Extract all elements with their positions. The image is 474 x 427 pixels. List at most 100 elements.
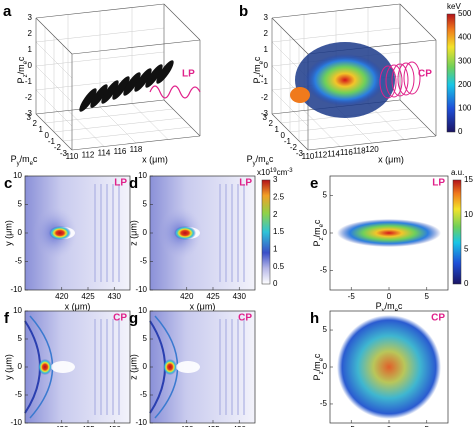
panel-letter: h [310,310,319,327]
box-edge [163,3,201,41]
panel-letter: c [4,175,12,192]
z-axis-label: Pz/mec [16,56,28,83]
y-tick-label: -5 [15,257,23,266]
colorbar-tick-label: 0 [464,279,469,288]
colorbar-title: keV [447,2,461,11]
z-tick-label: 3 [264,13,269,22]
x-axis-label-part: e [395,308,399,314]
panel-letter: g [129,310,138,327]
y-tick-label: -1 [284,137,292,146]
x-tick-label: 120 [365,145,379,154]
y-tick-label: 5 [323,190,328,199]
y-tick-label: 0 [323,362,328,371]
bunch-slice [112,76,130,100]
y-tick-label: -3 [60,149,68,158]
x-axis-label-part: c [398,301,403,311]
grid-line [35,41,73,79]
x-tick-label: -5 [348,425,356,427]
box-edge [271,3,401,19]
colorbar-tick-label: 2.5 [273,192,285,201]
x-tick-label: 430 [233,292,247,301]
y-tick-label: 1 [39,125,44,134]
y-tick-label: 5 [143,200,148,209]
panel-letter: a [3,3,12,20]
colorbar-tick-label: 1 [273,244,278,253]
panel-letter: e [310,175,318,192]
x-tick-label: 118 [353,147,366,156]
y-tick-label: -10 [135,285,147,294]
y-axis-label: Pz/mec [312,353,324,380]
tag: CP [113,313,127,324]
z-tick-label: -2 [261,93,269,102]
y-tick-label: 3 [27,113,32,122]
tag: LP [182,69,195,80]
tag: LP [114,178,127,189]
y-tick-label: 5 [143,334,148,343]
y-tick-label: 10 [138,306,147,315]
y-tick-label: -2 [54,143,62,152]
z-tick-label: 0 [264,61,269,70]
z-axis-label-part: e [23,60,29,64]
x-tick-label: 420 [55,292,69,301]
y-tick-label: -5 [320,266,328,275]
x-tick-label: 425 [81,292,95,301]
y-axis-label-part: P [11,154,17,164]
y-tick-label: 0 [143,362,148,371]
colorbar-tick-label: 1.5 [273,227,285,236]
grid-line [289,117,419,133]
tag: LP [432,178,445,189]
laser-helix [391,63,409,97]
y-tick-label: -10 [135,418,147,427]
box-edge [271,17,309,55]
x-tick-label: 430 [108,292,122,301]
colorbar-tick-label: 10 [464,210,473,219]
box-edge [35,113,73,151]
box-edge [71,39,201,55]
x-tick-label: 5 [425,292,430,301]
y-axis-label-part: e [319,357,325,361]
x-tick-label: 110 [302,152,315,161]
bunch-slice [156,60,174,84]
y-axis-label-part: P [247,154,253,164]
z-tick-label: -3 [261,109,269,118]
box-edge [35,99,165,115]
box-edge [35,17,73,55]
laser-pulse [149,85,201,99]
x-tick-label: 420 [55,425,69,427]
z-axis-label-part: e [259,60,265,64]
colorbar-tick-label: 3 [273,175,278,184]
x-tick-label: 110 [66,152,79,161]
bunch-slice [134,68,152,92]
x-axis-label: x (μm) [142,154,168,164]
bubble [176,361,200,373]
y-tick-label: 0 [18,228,23,237]
y-tick-label: -1 [48,137,56,146]
x-axis-label-part: P [376,301,382,311]
y-axis-label: y (μm) [3,354,13,380]
colorbar-tick-label: 15 [464,175,473,184]
colorbar-tick-label: 0.5 [273,262,285,271]
beam [337,219,441,247]
z-tick-label: 2 [264,29,269,38]
x-tick-label: 420 [180,425,194,427]
y-tick-label: 0 [45,131,50,140]
y-axis-label-part: z [319,371,325,374]
y-axis-label-part: c [269,154,274,164]
x-axis-label: x (μm) [190,301,216,311]
x-tick-label: 0 [387,292,392,301]
x-tick-label: 112 [82,150,95,159]
hot-spot [49,226,71,240]
y-tick-label: -5 [140,257,148,266]
laser-helix [385,64,403,98]
laser-helix [397,62,415,96]
tag: LP [239,178,252,189]
z-axis-label-part: z [23,74,29,77]
z-axis-label-part: /m [16,64,26,74]
beam [337,315,441,419]
colorbar-tick-label: 100 [458,104,472,113]
hot-spot [174,226,196,240]
x-tick-label: 425 [206,292,220,301]
colorbar-title-part: cm [277,168,288,177]
z-tick-label: -1 [25,77,33,86]
